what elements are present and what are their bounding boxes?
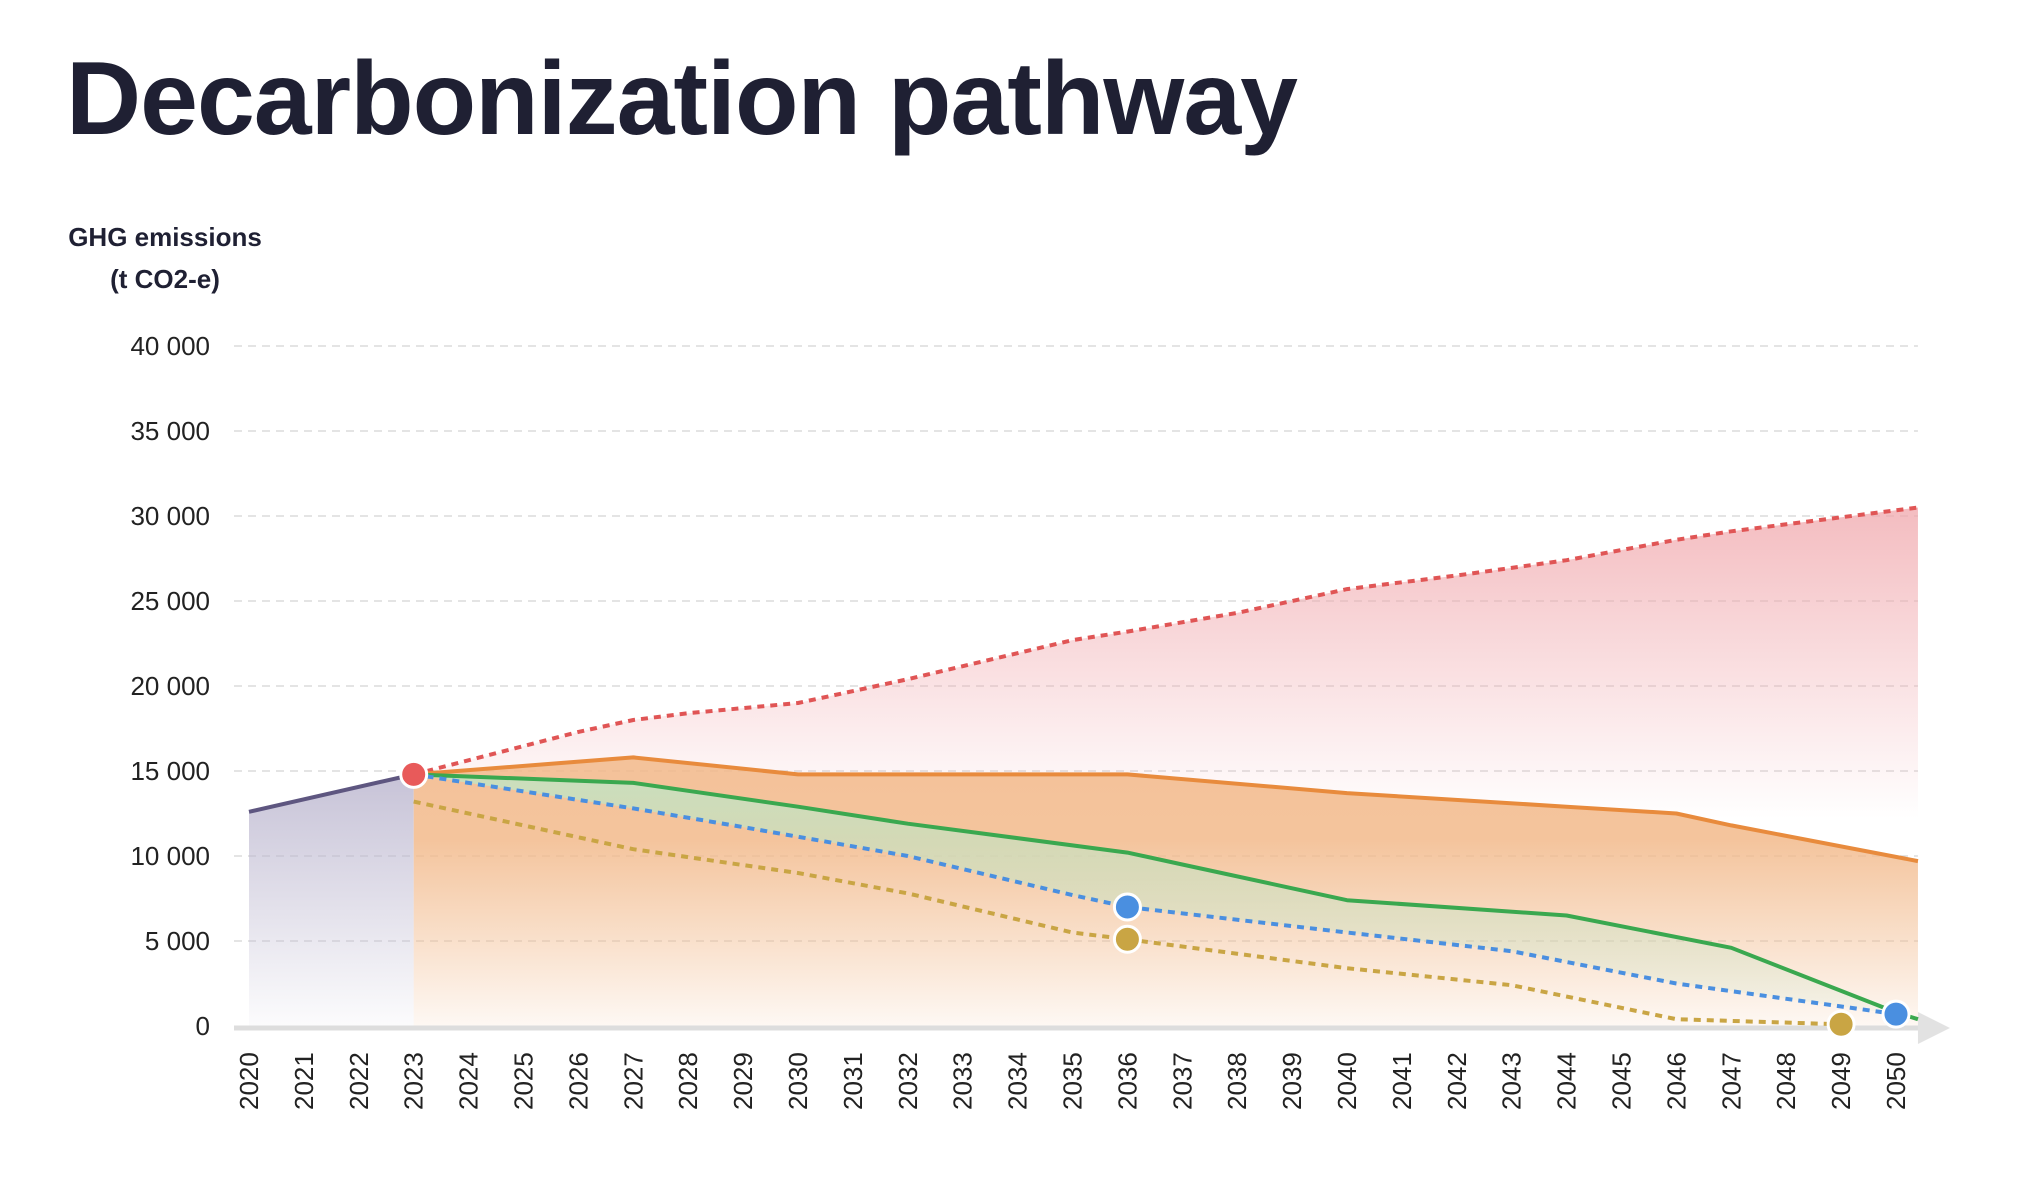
y-tick-label: 5 000 bbox=[145, 926, 210, 956]
y-tick-label: 25 000 bbox=[130, 586, 210, 616]
data-point-marker bbox=[1112, 924, 1142, 954]
data-point-marker bbox=[1881, 999, 1911, 1029]
x-tick-label: 2049 bbox=[1826, 1052, 1856, 1110]
x-tick-label: 2023 bbox=[399, 1052, 429, 1110]
x-tick-label: 2039 bbox=[1277, 1052, 1307, 1110]
x-tick-label: 2031 bbox=[838, 1052, 868, 1110]
x-tick-label: 2032 bbox=[893, 1052, 923, 1110]
x-tick-label: 2022 bbox=[344, 1052, 374, 1110]
x-tick-label: 2033 bbox=[948, 1052, 978, 1110]
x-tick-label: 2021 bbox=[289, 1052, 319, 1110]
x-tick-label: 2030 bbox=[783, 1052, 813, 1110]
x-tick-label: 2046 bbox=[1661, 1052, 1691, 1110]
x-tick-label: 2042 bbox=[1442, 1052, 1472, 1110]
green-scenario-area bbox=[413, 774, 1918, 1020]
x-tick-label: 2027 bbox=[618, 1052, 648, 1110]
y-axis-label: GHG emissions (t CO2-e) bbox=[60, 216, 270, 300]
data-point-marker bbox=[1112, 892, 1142, 922]
green-line bbox=[413, 772, 1919, 1022]
blue_dotted-line bbox=[413, 772, 1897, 1017]
x-tick-label: 2035 bbox=[1058, 1052, 1088, 1110]
x-tick-label: 2044 bbox=[1552, 1052, 1582, 1110]
y-tick-label: 35 000 bbox=[130, 416, 210, 446]
x-tick-label: 2034 bbox=[1003, 1052, 1033, 1110]
x-tick-label: 2038 bbox=[1222, 1052, 1252, 1110]
y-axis-label-line-2: (t CO2-e) bbox=[110, 264, 220, 294]
x-tick-label: 2048 bbox=[1771, 1052, 1801, 1110]
x-tick-label: 2037 bbox=[1167, 1052, 1197, 1110]
y-tick-label: 30 000 bbox=[130, 501, 210, 531]
chart-title: Decarbonization pathway bbox=[66, 41, 1298, 157]
data-point-marker bbox=[1826, 1009, 1856, 1039]
x-tick-label: 2028 bbox=[673, 1052, 703, 1110]
x-tick-label: 2047 bbox=[1716, 1052, 1746, 1110]
y-tick-label: 10 000 bbox=[130, 841, 210, 871]
historical-area bbox=[249, 774, 414, 1026]
x-tick-label: 2043 bbox=[1497, 1052, 1527, 1110]
x-tick-label: 2029 bbox=[728, 1052, 758, 1110]
y-tick-label: 15 000 bbox=[130, 756, 210, 786]
y-tick-label: 20 000 bbox=[130, 671, 210, 701]
x-tick-label: 2024 bbox=[454, 1052, 484, 1110]
x-axis-arrow-icon bbox=[1917, 1012, 1950, 1044]
x-tick-label: 2020 bbox=[234, 1052, 264, 1110]
y-axis-label-line-1: GHG emissions bbox=[68, 222, 262, 252]
x-tick-label: 2036 bbox=[1112, 1052, 1142, 1110]
gold_dotted-line bbox=[413, 799, 1842, 1027]
x-tick-label: 2025 bbox=[509, 1052, 539, 1110]
y-tick-label: 40 000 bbox=[130, 331, 210, 361]
x-tick-label: 2026 bbox=[563, 1052, 593, 1110]
x-tick-label: 2040 bbox=[1332, 1052, 1362, 1110]
x-tick-label: 2041 bbox=[1387, 1052, 1417, 1110]
x-tick-label: 2045 bbox=[1607, 1052, 1637, 1110]
data-point-marker bbox=[399, 759, 429, 789]
x-tick-label: 2050 bbox=[1881, 1052, 1911, 1110]
orange-line bbox=[413, 755, 1919, 864]
red_dotted-line bbox=[413, 505, 1919, 777]
historical-line bbox=[248, 772, 415, 814]
y-tick-label: 0 bbox=[196, 1011, 210, 1041]
